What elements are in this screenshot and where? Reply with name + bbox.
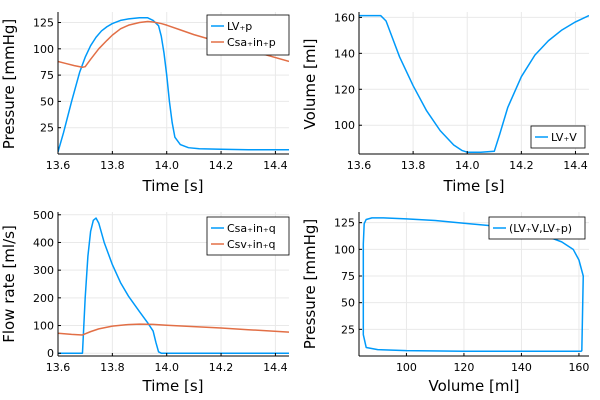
y-tick-label: 120	[334, 83, 355, 96]
y-axis-label: Pressure [mmHg]	[301, 219, 319, 350]
chart-panel-p4: 100 120 140 160 25 50 75 100 125 Volume [ml] Press…	[301, 212, 589, 395]
x-tick-label: 14.2	[209, 361, 234, 374]
y-tick-label: 500	[33, 209, 54, 222]
y-tick-label: 50	[341, 297, 355, 310]
series-line-p2-0	[359, 14, 589, 153]
x-tick-label: 13.6	[347, 159, 372, 172]
series-line-p3-0	[58, 217, 289, 354]
x-tick-label: 13.8	[100, 159, 125, 172]
y-tick-label: 50	[40, 95, 54, 108]
x-tick-label: 14.4	[263, 159, 288, 172]
x-tick-label: 13.8	[401, 159, 426, 172]
x-tick-label: 14.4	[263, 361, 288, 374]
x-tick-label: 14.0	[154, 361, 179, 374]
y-tick-label: 125	[33, 17, 54, 30]
y-tick-label: 300	[33, 264, 54, 277]
series-line-p3-1	[58, 323, 289, 336]
legend-entry: (LV₊V,LV₊p)	[509, 222, 572, 235]
legend: (LV₊V,LV₊p)	[488, 216, 586, 240]
legend-box	[206, 14, 290, 56]
x-tick-label: 14.2	[209, 159, 234, 172]
chart-panel-p1: 13.6 13.8 14.0 14.2 14.4 25 50 75 100 125 Time [s]…	[0, 12, 290, 195]
x-tick-label: 13.6	[46, 361, 71, 374]
y-tick-label: 75	[40, 69, 54, 82]
y-tick-label: 100	[33, 320, 54, 333]
legend: LV₊p Csa₊in₊p	[206, 14, 290, 56]
legend-entry: LV₊V	[551, 131, 577, 144]
y-tick-label: 100	[334, 243, 355, 256]
legend-box	[530, 125, 586, 149]
y-tick-label: 25	[40, 122, 54, 135]
legend-entry: Csv₊in₊q	[227, 238, 276, 251]
y-tick-label: 100	[334, 119, 355, 132]
y-tick-label: 0	[47, 347, 54, 360]
y-axis-label: Volume [ml]	[301, 38, 319, 129]
y-tick-label: 100	[33, 43, 54, 56]
legend: Csa₊in₊q Csv₊in₊q	[206, 216, 290, 256]
x-tick-label: 140	[511, 361, 532, 374]
legend-box	[206, 216, 290, 256]
x-tick-label: 14.0	[455, 159, 480, 172]
y-tick-label: 125	[334, 217, 355, 230]
y-tick-label: 140	[334, 47, 355, 60]
y-tick-label: 200	[33, 292, 54, 305]
series-line-p1-1	[58, 20, 289, 68]
y-tick-label: 160	[334, 11, 355, 24]
series-line-p4-0	[362, 217, 584, 352]
x-axis-label: Time [s]	[443, 177, 505, 195]
legend: LV₊V	[530, 125, 586, 149]
x-tick-label: 14.4	[563, 159, 588, 172]
x-tick-label: 160	[568, 361, 589, 374]
x-tick-label: 14.2	[509, 159, 534, 172]
chart-panel-p2: 13.6 13.8 14.0 14.2 14.4 100 120 140 160 Time [s]…	[301, 11, 589, 195]
x-axis-label: Time [s]	[142, 177, 204, 195]
legend-entry: LV₊p	[227, 20, 252, 33]
y-axis-label: Pressure [mmHg]	[0, 19, 18, 150]
series-line-p1-0	[58, 17, 289, 153]
legend-box	[488, 216, 586, 240]
legend-entry: Csa₊in₊q	[227, 222, 276, 235]
x-axis-label: Volume [ml]	[428, 377, 519, 395]
y-tick-label: 400	[33, 236, 54, 249]
x-axis-label: Time [s]	[142, 377, 204, 395]
legend-entry: Csa₊in₊p	[227, 36, 276, 49]
x-tick-label: 120	[453, 361, 474, 374]
x-tick-label: 13.8	[100, 361, 125, 374]
y-axis-label: Flow rate [ml/s]	[0, 225, 18, 343]
chart-panel-p3: 13.6 13.8 14.0 14.2 14.4 0 100 200 300 400 500 Time…	[0, 209, 290, 395]
y-tick-label: 25	[341, 323, 355, 336]
x-tick-label: 13.6	[46, 159, 71, 172]
x-tick-label: 100	[396, 361, 417, 374]
y-tick-label: 75	[341, 270, 355, 283]
x-tick-label: 14.0	[154, 159, 179, 172]
